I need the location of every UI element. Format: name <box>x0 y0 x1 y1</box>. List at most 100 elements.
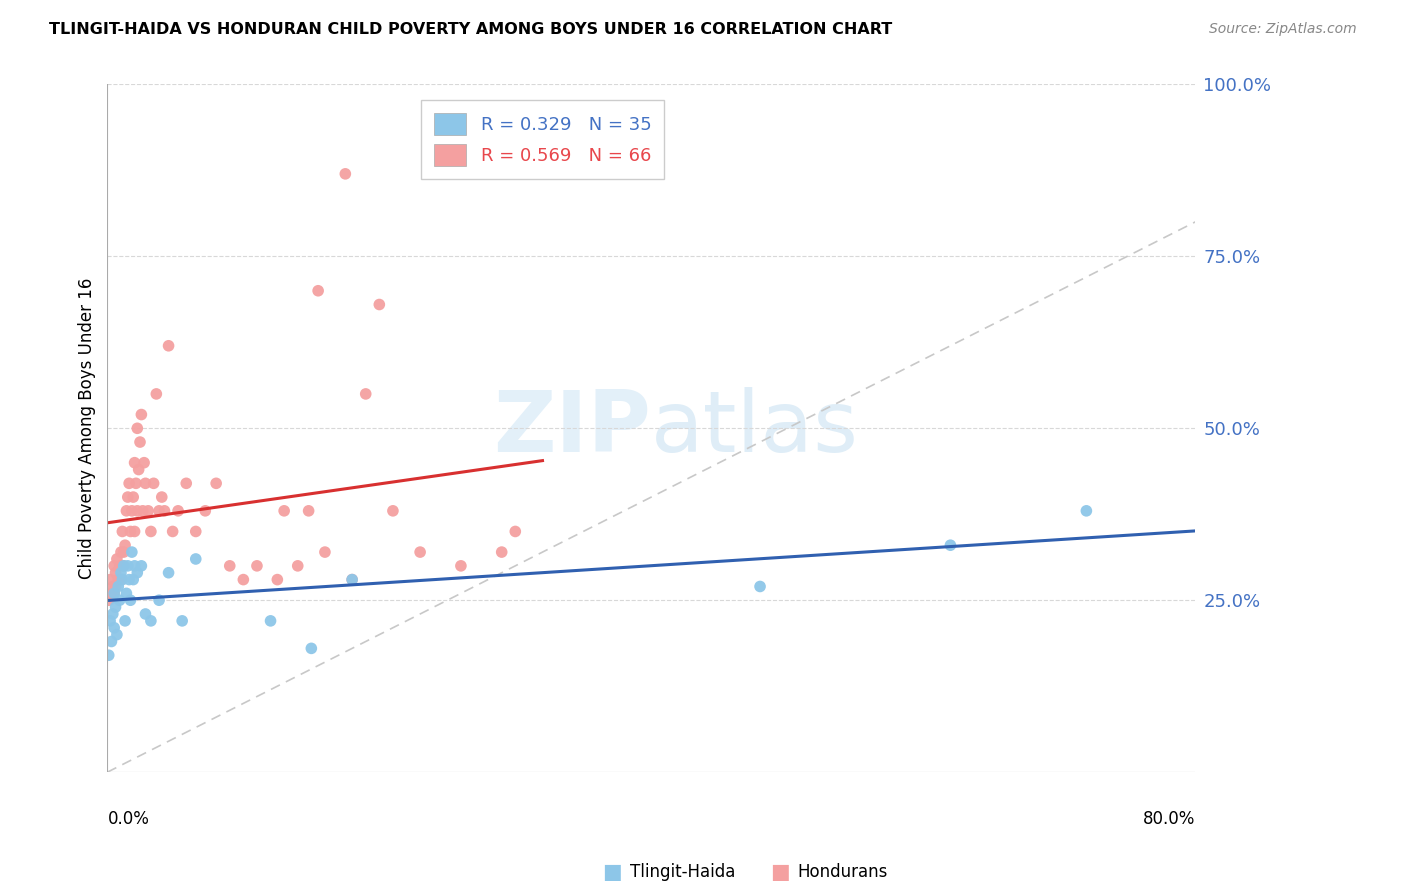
Point <box>335 167 357 181</box>
Point <box>100 634 122 648</box>
Text: Tlingit-Haida: Tlingit-Haida <box>630 863 735 881</box>
Point <box>97 648 120 663</box>
Point <box>132 504 155 518</box>
Point <box>184 552 207 566</box>
Point <box>340 573 363 587</box>
Point <box>205 476 228 491</box>
Point <box>103 558 125 573</box>
Point <box>118 476 141 491</box>
Text: TLINGIT-HAIDA VS HONDURAN CHILD POVERTY AMONG BOYS UNDER 16 CORRELATION CHART: TLINGIT-HAIDA VS HONDURAN CHILD POVERTY … <box>49 22 893 37</box>
Point <box>103 586 125 600</box>
Point <box>150 490 173 504</box>
Point <box>101 607 124 621</box>
Point <box>122 490 145 504</box>
Point <box>749 579 772 593</box>
Text: Hondurans: Hondurans <box>797 863 887 881</box>
Point <box>103 586 125 600</box>
Text: ■: ■ <box>770 863 790 882</box>
Point <box>121 545 143 559</box>
Point <box>148 504 170 518</box>
Text: 0.0%: 0.0% <box>107 810 149 828</box>
Point <box>104 600 127 615</box>
Point <box>1076 504 1098 518</box>
Point <box>128 462 150 476</box>
Point <box>273 504 295 518</box>
Point <box>122 573 145 587</box>
Point <box>307 284 329 298</box>
Point <box>145 387 167 401</box>
Point <box>131 558 153 573</box>
Point <box>117 558 139 573</box>
Point <box>266 573 288 587</box>
Point <box>218 558 240 573</box>
Point <box>117 490 139 504</box>
Point <box>174 476 197 491</box>
Point <box>287 558 309 573</box>
Point <box>97 593 120 607</box>
Point <box>115 504 138 518</box>
Text: 80.0%: 80.0% <box>1143 810 1195 828</box>
Point <box>194 504 217 518</box>
Point <box>104 566 127 580</box>
Point <box>105 627 128 641</box>
Point <box>115 586 138 600</box>
Point <box>108 593 131 607</box>
Point <box>100 586 122 600</box>
Point <box>142 476 165 491</box>
Y-axis label: Child Poverty Among Boys Under 16: Child Poverty Among Boys Under 16 <box>79 277 96 579</box>
Point <box>167 504 190 518</box>
Point <box>162 524 184 539</box>
Point <box>381 504 404 518</box>
Point <box>232 573 254 587</box>
Point <box>101 579 124 593</box>
Point <box>184 524 207 539</box>
Point <box>124 558 146 573</box>
Point <box>172 614 194 628</box>
Point <box>120 593 142 607</box>
Text: atlas: atlas <box>651 387 859 470</box>
Point <box>368 297 391 311</box>
Point <box>110 573 132 587</box>
Point <box>104 579 127 593</box>
Point <box>114 538 136 552</box>
Point <box>107 573 129 587</box>
Point <box>450 558 472 573</box>
Point <box>98 573 121 587</box>
Point <box>491 545 513 559</box>
Point <box>98 614 121 628</box>
Text: ZIP: ZIP <box>494 387 651 470</box>
Point <box>127 504 149 518</box>
Point <box>118 573 141 587</box>
Point <box>354 387 377 401</box>
Point <box>148 593 170 607</box>
Point <box>139 524 162 539</box>
Point <box>107 579 129 593</box>
Point <box>139 614 162 628</box>
Point <box>136 504 159 518</box>
Point <box>111 524 134 539</box>
Point <box>132 456 155 470</box>
Point <box>259 614 281 628</box>
Point <box>105 552 128 566</box>
Point <box>112 545 135 559</box>
Point <box>157 566 180 580</box>
Point <box>121 504 143 518</box>
Point <box>110 545 132 559</box>
Point <box>299 641 322 656</box>
Point <box>503 524 526 539</box>
Point <box>120 524 142 539</box>
Point <box>112 558 135 573</box>
Point <box>110 566 132 580</box>
Point <box>125 476 148 491</box>
Point <box>103 621 125 635</box>
Point <box>131 408 153 422</box>
Text: ■: ■ <box>602 863 621 882</box>
Point <box>111 573 134 587</box>
Point <box>112 558 135 573</box>
Point <box>127 421 149 435</box>
Point <box>409 545 432 559</box>
Point <box>127 566 149 580</box>
Point <box>124 456 146 470</box>
Point <box>124 524 146 539</box>
Point <box>134 476 156 491</box>
